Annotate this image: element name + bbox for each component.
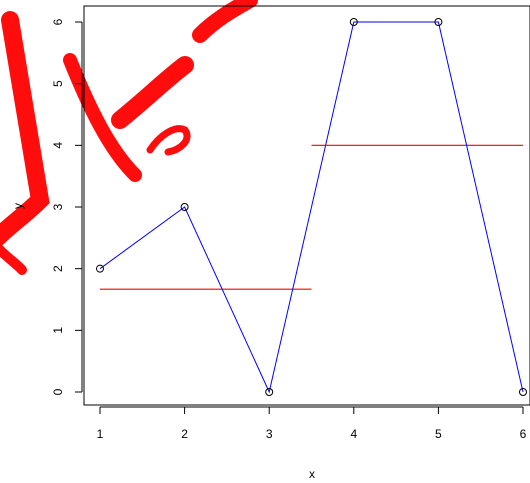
data-point: [434, 18, 443, 26]
series-line: [99, 21, 524, 394]
y-axis: 0 1 2 3 4 5 6: [51, 18, 83, 395]
x-tick-label: 6: [520, 427, 527, 441]
data-point: [519, 388, 527, 396]
data-point: [265, 388, 274, 396]
y-tick-label: 2: [51, 265, 65, 272]
data-series: [96, 18, 527, 396]
y-tick-label: 5: [51, 80, 65, 87]
plot-frame: [83, 5, 530, 406]
data-point: [96, 264, 104, 273]
x-axis: 1 2 3 4 5 6: [97, 406, 527, 441]
x-tick-label: 5: [435, 427, 442, 441]
x-tick-label: 2: [181, 427, 188, 441]
y-tick-label: 0: [51, 388, 65, 395]
y-tick-label: 1: [51, 327, 65, 334]
x-tick-label: 4: [350, 427, 357, 441]
watermark-logo: [0, 0, 258, 275]
y-tick-label: 4: [51, 142, 65, 149]
data-point: [180, 203, 189, 211]
x-tick-label: 1: [97, 427, 104, 441]
y-axis-label: y: [11, 203, 25, 209]
y-tick-label: 3: [51, 203, 65, 210]
data-point: [349, 18, 358, 26]
mean-segments: [100, 144, 523, 290]
x-tick-label: 3: [266, 427, 273, 441]
x-axis-label: x: [309, 467, 315, 481]
y-tick-label: 6: [51, 18, 65, 25]
